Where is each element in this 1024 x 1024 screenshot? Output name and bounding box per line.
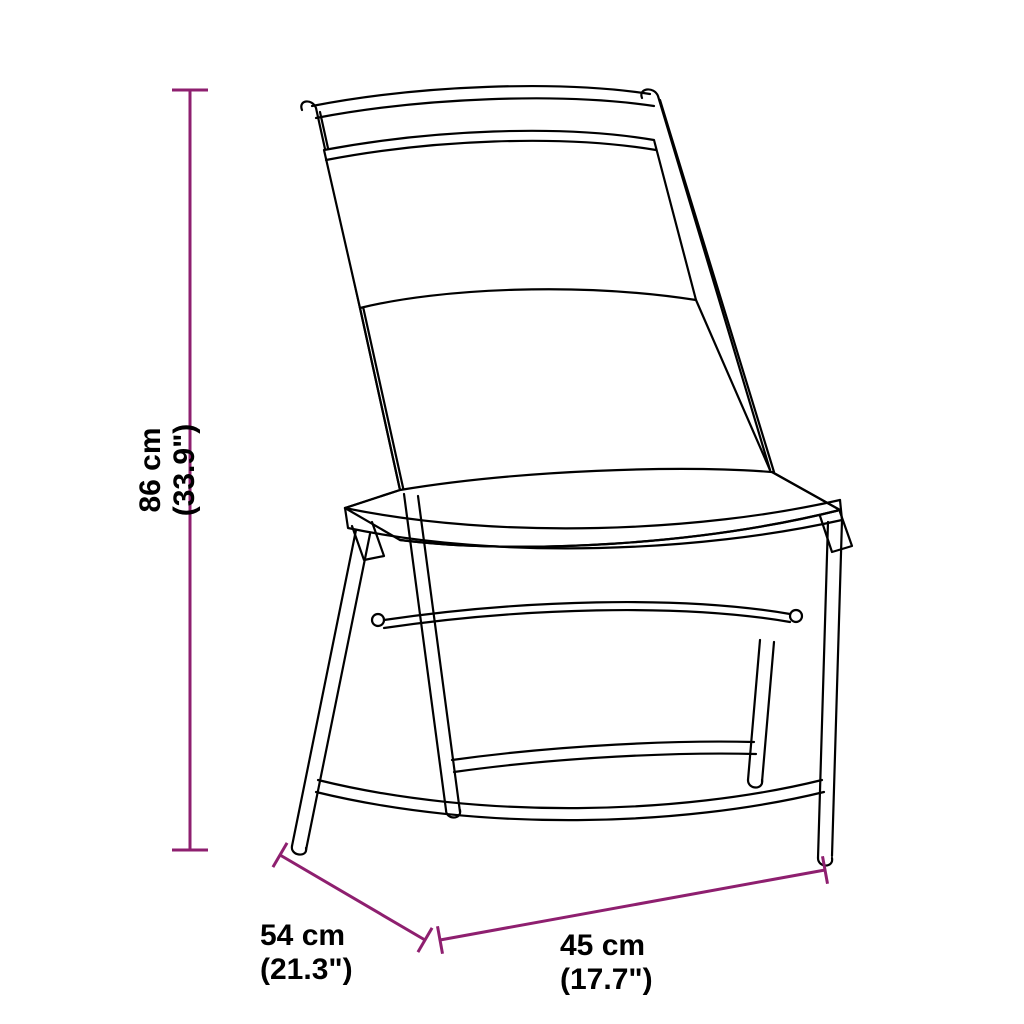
dimension-diagram: 86 cm(33.9") 54 cm(21.3") 45 cm(17.7") — [0, 0, 1024, 1024]
dim-depth: 54 cm(21.3") — [260, 843, 432, 986]
dim-height-label: 86 cm(33.9") — [134, 424, 201, 517]
dim-width: 45 cm(17.7") — [437, 856, 827, 996]
dim-width-label: 45 cm(17.7") — [560, 929, 653, 996]
dim-depth-label: 54 cm(21.3") — [260, 919, 353, 986]
chair-drawing — [292, 86, 852, 865]
dim-height: 86 cm(33.9") — [134, 90, 208, 850]
